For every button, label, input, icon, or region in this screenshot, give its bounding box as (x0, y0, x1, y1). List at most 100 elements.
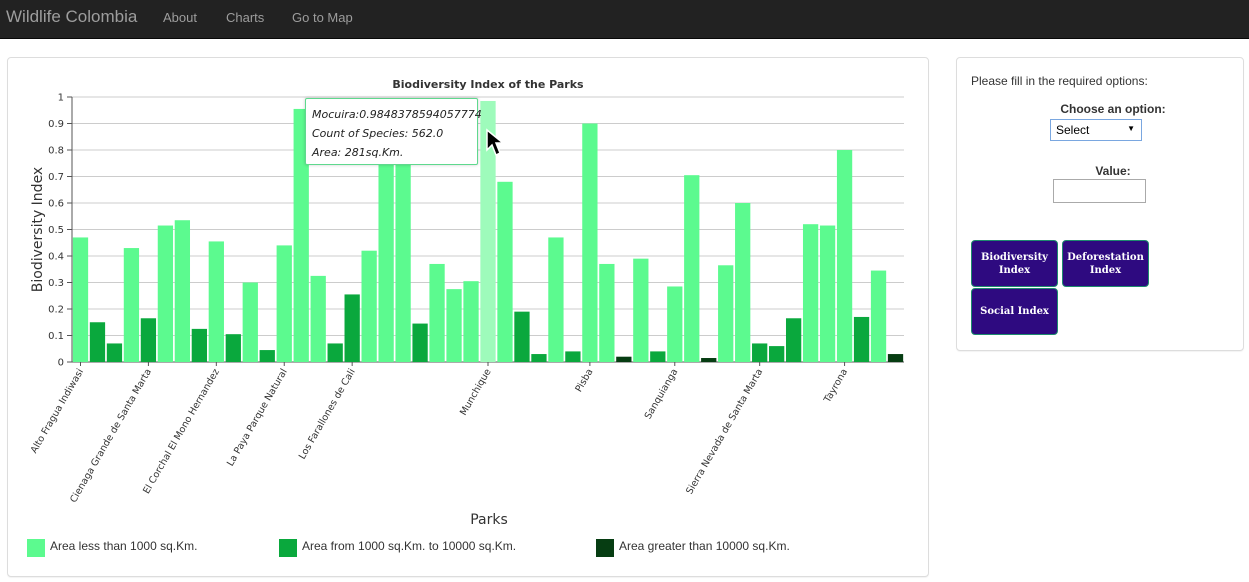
nav-about-link[interactable]: About (163, 10, 197, 25)
bar (684, 175, 700, 362)
legend-swatch-small (27, 539, 45, 557)
bar (378, 150, 394, 362)
bar (480, 100, 496, 363)
bar (633, 258, 649, 362)
bar (735, 203, 751, 362)
tooltip-area: Area: 281sq.Km. (312, 146, 404, 159)
bar (140, 318, 157, 362)
y-tick-label: 0 (58, 358, 64, 369)
x-tick-label: El Corchal El Mono Hernandez (141, 367, 222, 496)
x-tick-label: La Paya Parque Natural (225, 367, 290, 468)
chart-panel: Biodiversity Index of the Parks 0 0.1 0.2 0.… (7, 57, 929, 577)
bar (446, 289, 462, 363)
bar (836, 150, 853, 362)
navbar: Wildlife Colombia About Charts Go to Map (0, 0, 1249, 39)
y-tick-label: 0.1 (48, 331, 64, 342)
bar (361, 250, 377, 362)
x-axis-label: Parks (470, 512, 508, 528)
bar (276, 245, 292, 362)
x-tick-label: Cienaga Grande de Santa Marta (68, 367, 154, 505)
x-tick-label: Tayrona (822, 367, 851, 405)
bar (650, 351, 666, 362)
tooltip-species-count: Count of Species: 562.0 (312, 127, 444, 140)
bar (208, 241, 224, 362)
bar (123, 248, 140, 362)
bar (616, 356, 632, 362)
chevron-down-icon: ▼ (1127, 124, 1135, 133)
bar (327, 343, 343, 362)
legend-label-medium: Area from 1000 sq.Km. to 10000 sq.Km. (302, 539, 517, 553)
bar (225, 334, 241, 362)
y-tick-label: 0.5 (48, 225, 64, 236)
nav-charts-link[interactable]: Charts (226, 10, 265, 25)
option-select-value: Select (1056, 123, 1090, 137)
deforestation-index-button[interactable]: Deforestation Index (1062, 240, 1149, 287)
bar (259, 350, 275, 362)
options-panel: Please fill in the required options: Cho… (956, 57, 1244, 351)
y-tick-label: 1 (58, 93, 64, 104)
y-tick-label: 0.4 (48, 252, 64, 263)
y-tick-label: 0.8 (48, 146, 64, 157)
bar (769, 346, 785, 362)
bar (718, 265, 734, 362)
bar (293, 108, 309, 363)
bar (819, 225, 836, 362)
legend-label-large: Area greater than 10000 sq.Km. (619, 539, 790, 553)
y-axis-label: Biodiversity Index (30, 167, 46, 292)
bar (802, 224, 819, 362)
bar (174, 220, 191, 362)
social-index-button[interactable]: Social Index (971, 288, 1058, 335)
option-select[interactable]: Select ▼ (1050, 119, 1142, 141)
bar (412, 323, 428, 362)
legend-label-small: Area less than 1000 sq.Km. (50, 539, 198, 553)
mouse-cursor-icon (486, 128, 506, 157)
biodiversity-index-button[interactable]: Biodiversity Index (971, 240, 1058, 287)
y-tick-label: 0.3 (48, 278, 64, 289)
bar (785, 318, 802, 362)
bar (565, 351, 581, 362)
bar (853, 316, 870, 362)
bar (752, 343, 768, 362)
bar (310, 275, 326, 363)
bar (395, 150, 411, 362)
bar (106, 343, 123, 362)
bar (582, 123, 598, 362)
x-tick-label: Munchique (458, 367, 494, 418)
chart-title: Biodiversity Index of the Parks (392, 78, 584, 91)
x-tick-label: Sierra Nevada de Santa Marta (684, 367, 765, 496)
y-tick-label: 0.9 (48, 119, 64, 130)
bar (463, 281, 479, 362)
y-tick-label: 0.7 (48, 172, 64, 183)
bar (548, 237, 564, 362)
bar-tooltip: Mocuira:0.9848378594057774 Count of Spec… (305, 98, 482, 165)
bar (531, 354, 547, 362)
biodiversity-chart: Biodiversity Index of the Parks 0 0.1 0.2 0.… (29, 78, 904, 528)
x-tick-label: Sanquianga (643, 367, 681, 421)
legend-swatch-large (596, 539, 614, 557)
bar (242, 282, 258, 362)
nav-go-to-map-link[interactable]: Go to Map (292, 10, 353, 25)
bar (157, 225, 174, 362)
brand-link[interactable]: Wildlife Colombia (6, 7, 138, 26)
value-label: Value: (1095, 164, 1131, 178)
choose-option-label: Choose an option: (1060, 102, 1166, 116)
bar (72, 237, 89, 362)
x-tick-label: Alto Fragua Indiwasi (29, 367, 86, 455)
bar (191, 328, 207, 363)
legend-swatch-medium (279, 539, 297, 557)
bar (514, 311, 530, 362)
bar (701, 358, 717, 362)
options-instruction: Please fill in the required options: (971, 74, 1148, 88)
tooltip-park-value: Mocuira:0.9848378594057774 (312, 108, 482, 121)
x-tick-label: Pisba (573, 367, 595, 394)
bar (870, 270, 887, 362)
bar (599, 263, 615, 362)
y-tick-label: 0.6 (48, 199, 64, 210)
bar (497, 181, 513, 362)
x-tick-label: Los Farallones de Cali (297, 367, 358, 461)
bar (344, 294, 360, 362)
y-tick-label: 0.2 (48, 305, 64, 316)
bar (429, 263, 445, 362)
value-input[interactable] (1053, 179, 1146, 203)
bar (89, 322, 106, 362)
